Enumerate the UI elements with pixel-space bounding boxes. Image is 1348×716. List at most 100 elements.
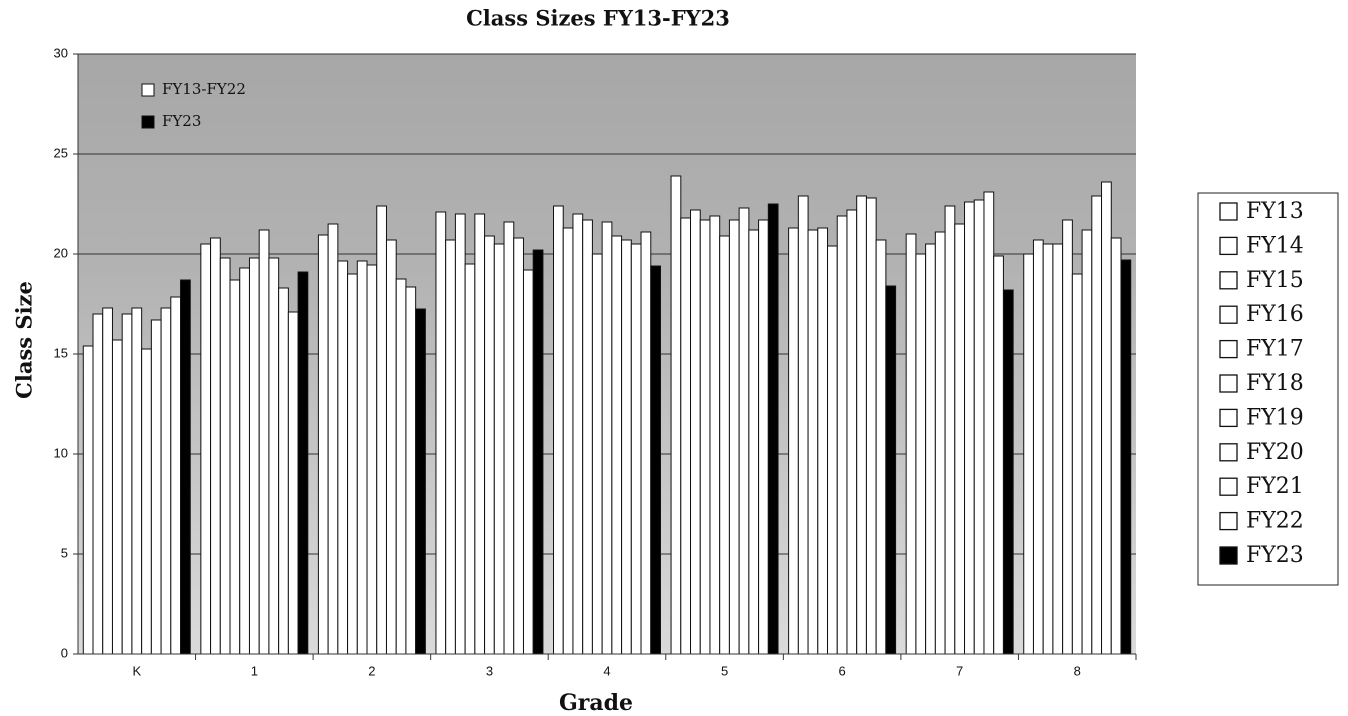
bar bbox=[993, 255, 1004, 655]
legend-swatch bbox=[1219, 546, 1238, 565]
x-tick-label: 6 bbox=[838, 663, 845, 678]
bar bbox=[856, 195, 867, 655]
x-tick-label: 4 bbox=[603, 663, 610, 678]
bar bbox=[601, 221, 613, 655]
bar bbox=[141, 348, 152, 655]
bar bbox=[1002, 289, 1014, 655]
y-tick-label: 15 bbox=[54, 345, 68, 360]
x-tick-label: 1 bbox=[251, 663, 258, 678]
y-tick-label: 30 bbox=[54, 45, 68, 60]
bar bbox=[817, 227, 829, 655]
bar bbox=[875, 239, 887, 655]
bar bbox=[1032, 239, 1044, 655]
bar bbox=[680, 217, 692, 655]
bar bbox=[650, 265, 661, 655]
bar bbox=[690, 209, 701, 655]
bar bbox=[807, 229, 819, 655]
bar bbox=[964, 201, 975, 655]
bar bbox=[553, 205, 564, 655]
bar bbox=[1052, 243, 1064, 655]
legend-swatch bbox=[1219, 271, 1238, 290]
bar bbox=[180, 279, 191, 655]
legend-label: FY21 bbox=[1246, 474, 1304, 499]
bar bbox=[111, 339, 123, 655]
bar bbox=[621, 239, 632, 655]
x-tick-label: 5 bbox=[721, 663, 728, 678]
y-tick-label: 0 bbox=[61, 645, 68, 660]
bar bbox=[356, 260, 368, 655]
bar bbox=[160, 307, 172, 655]
bar bbox=[709, 215, 721, 655]
legend-label: FY18 bbox=[1246, 371, 1304, 396]
bar bbox=[738, 207, 750, 655]
legend-swatch bbox=[1219, 305, 1238, 324]
bar bbox=[885, 285, 897, 655]
bar bbox=[337, 260, 349, 655]
x-axis-title: Grade bbox=[559, 690, 633, 716]
bar bbox=[1042, 243, 1054, 655]
bar bbox=[278, 287, 289, 655]
bar bbox=[484, 235, 495, 655]
bar bbox=[150, 319, 162, 655]
legend-label: FY23 bbox=[1246, 543, 1304, 568]
bar bbox=[92, 313, 104, 655]
inner-legend-swatch bbox=[141, 115, 155, 129]
bar bbox=[572, 213, 584, 655]
bar bbox=[728, 219, 740, 655]
bar bbox=[973, 199, 985, 655]
bar bbox=[229, 279, 241, 655]
bar bbox=[258, 229, 270, 655]
legend-swatch bbox=[1219, 202, 1238, 221]
bar bbox=[562, 227, 574, 655]
bar bbox=[239, 267, 250, 655]
bar bbox=[865, 197, 877, 655]
bar bbox=[454, 213, 466, 655]
bar bbox=[493, 243, 505, 655]
inner-legend-swatch bbox=[141, 83, 155, 97]
bar bbox=[268, 257, 280, 655]
legend-label: FY16 bbox=[1246, 302, 1304, 327]
bar bbox=[670, 175, 682, 655]
bar bbox=[591, 253, 603, 655]
x-tick-label: 7 bbox=[956, 663, 963, 678]
x-tick-label: 8 bbox=[1074, 663, 1081, 678]
bar bbox=[297, 271, 309, 655]
bar bbox=[630, 243, 642, 655]
bar bbox=[699, 219, 711, 655]
bar bbox=[582, 219, 593, 655]
legend-swatch bbox=[1219, 374, 1238, 393]
bar bbox=[944, 205, 956, 655]
bar bbox=[1110, 237, 1122, 655]
chart-title: Class Sizes FY13-FY23 bbox=[466, 6, 730, 31]
bar bbox=[836, 215, 848, 655]
bar bbox=[82, 345, 94, 655]
legend-label: FY19 bbox=[1246, 405, 1304, 430]
bar bbox=[1081, 229, 1093, 655]
bar bbox=[327, 223, 339, 655]
y-tick-label: 10 bbox=[54, 445, 68, 460]
bar bbox=[925, 243, 936, 655]
legend-swatch bbox=[1219, 477, 1238, 496]
y-tick-label: 20 bbox=[54, 245, 68, 260]
bar bbox=[347, 273, 358, 655]
bar bbox=[435, 211, 447, 655]
bar bbox=[1091, 195, 1103, 655]
bar bbox=[395, 278, 407, 655]
bar bbox=[464, 263, 476, 655]
bar bbox=[200, 243, 212, 655]
bar bbox=[366, 264, 378, 655]
y-tick-label: 25 bbox=[54, 145, 68, 160]
bar bbox=[640, 231, 652, 655]
inner-legend-label: FY13-FY22 bbox=[162, 80, 246, 98]
bar bbox=[474, 213, 486, 655]
bar bbox=[405, 286, 417, 655]
legend-label: FY15 bbox=[1246, 268, 1304, 293]
legend-label: FY22 bbox=[1246, 509, 1304, 534]
bar bbox=[121, 313, 133, 655]
bar bbox=[846, 209, 858, 655]
bar bbox=[1120, 259, 1132, 655]
bar bbox=[1101, 181, 1112, 655]
legend-swatch bbox=[1219, 443, 1238, 462]
bar bbox=[1023, 253, 1034, 655]
